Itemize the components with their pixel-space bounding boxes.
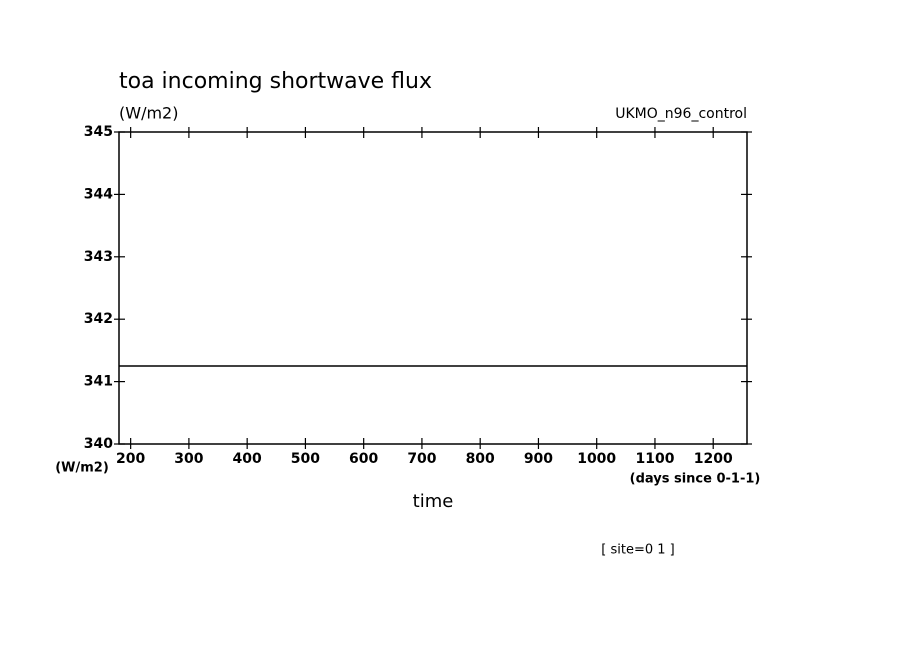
y-tick-label: 342 [84, 311, 113, 327]
y-tick-label: 343 [84, 249, 113, 265]
x-tick-label: 800 [466, 451, 495, 467]
chart-subtitle: (W/m2) [119, 104, 178, 123]
chart-title: toa incoming shortwave flux [119, 69, 432, 94]
y-tick-label: 340 [84, 436, 113, 452]
x-tick-label: 200 [116, 451, 145, 467]
x-tick-label: 1100 [635, 451, 674, 467]
x-tick-label: 1000 [577, 451, 616, 467]
x-axis-label: time [413, 491, 454, 512]
dataset-label: UKMO_n96_control [615, 106, 747, 122]
x-tick-label: 400 [233, 451, 262, 467]
x-tick-label: 600 [349, 451, 378, 467]
x-tick-label: 500 [291, 451, 320, 467]
y-tick-label: 341 [84, 374, 113, 390]
x-tick-label: 700 [407, 451, 436, 467]
x-unit-label: (days since 0-1-1) [630, 472, 761, 487]
x-tick-label: 1200 [694, 451, 733, 467]
plot-frame [118, 131, 748, 445]
y-axis-label: (W/m2) [55, 461, 109, 476]
y-tick-label: 344 [84, 186, 113, 202]
x-tick-label: 900 [524, 451, 553, 467]
y-tick-label: 345 [84, 124, 113, 140]
x-tick-label: 300 [174, 451, 203, 467]
annotation: [ site=0 1 ] [601, 543, 674, 558]
